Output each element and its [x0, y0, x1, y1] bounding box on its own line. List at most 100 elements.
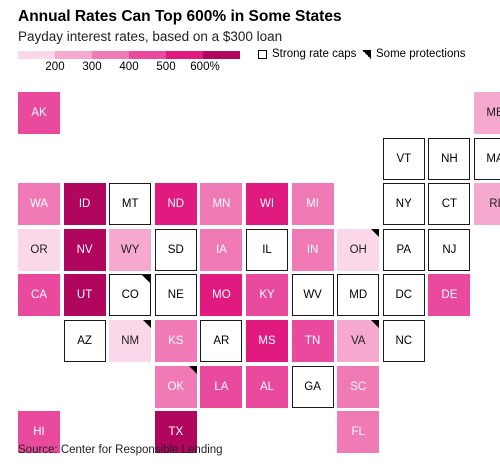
chart-title: Annual Rates Can Top 600% in Some States — [18, 8, 342, 25]
state-label: MN — [212, 198, 231, 211]
scale-swatch-2 — [55, 51, 92, 59]
state-label: TX — [168, 426, 184, 439]
state-tile-dc: DC — [382, 274, 425, 317]
color-scale-bar — [18, 51, 240, 59]
state-label: MS — [258, 335, 276, 347]
state-tile-ny: NY — [382, 183, 425, 226]
state-label: SD — [167, 243, 184, 256]
scale-tick-label: 300 — [82, 61, 102, 73]
state-label: NC — [395, 335, 413, 347]
state-tile-in: IN — [291, 228, 334, 271]
state-label: MT — [121, 198, 139, 211]
state-tile-ks: KS — [154, 320, 197, 362]
state-tile-ri: RI — [474, 183, 500, 226]
state-tile-ga: GA — [291, 365, 334, 408]
scale-swatch-4 — [129, 51, 166, 59]
state-label: NJ — [442, 243, 457, 256]
state-tile-ky: KY — [246, 274, 288, 317]
state-label: WA — [29, 198, 49, 211]
protections-marker — [188, 365, 197, 374]
protections-marker — [142, 275, 151, 284]
state-tile-wy: WY — [109, 228, 152, 271]
state-label: CO — [121, 289, 139, 302]
state-tile-az: AZ — [63, 320, 106, 362]
state-label: SC — [350, 380, 367, 393]
state-tile-wi: WI — [246, 183, 288, 226]
state-label: NV — [76, 243, 93, 256]
scale-tick-label: 200 — [45, 61, 65, 73]
legend-caps-label: Strong rate caps — [272, 48, 357, 60]
state-tile-fl: FL — [337, 411, 380, 454]
state-tile-sd: SD — [154, 228, 197, 271]
state-label: CA — [31, 289, 47, 302]
state-label: OR — [30, 243, 48, 256]
state-label: AK — [31, 107, 47, 119]
state-label: DC — [395, 289, 413, 302]
state-label: ID — [78, 198, 91, 211]
state-label: KS — [168, 335, 184, 347]
state-label: RI — [489, 198, 500, 211]
state-tile-ak: AK — [18, 92, 60, 134]
state-tile-mt: MT — [109, 183, 152, 226]
state-tile-id: ID — [63, 183, 106, 226]
state-tile-md: MD — [337, 274, 380, 317]
state-tile-or: OR — [18, 228, 60, 271]
state-tile-ne: NE — [154, 274, 197, 317]
state-tile-va: VA — [337, 320, 380, 362]
state-label: FL — [351, 426, 365, 439]
state-tile-nc: NC — [382, 320, 425, 362]
state-label: MO — [212, 289, 231, 302]
state-label: WI — [259, 198, 275, 211]
state-label: IA — [215, 243, 227, 256]
state-label: TN — [304, 335, 321, 347]
scale-tick-label: 600% — [190, 61, 220, 73]
state-tile-wv: WV — [291, 274, 334, 317]
state-label: MI — [306, 198, 319, 211]
state-tile-mi: MI — [291, 183, 334, 226]
scale-swatch-5 — [166, 51, 203, 59]
state-tile-mn: MN — [200, 183, 243, 226]
legend-protections-swatch — [362, 49, 371, 59]
state-label: NE — [167, 289, 184, 302]
state-label: LA — [214, 380, 229, 393]
state-tile-ma: MA — [474, 137, 500, 180]
state-tile-oh: OH — [337, 228, 380, 271]
state-label: UT — [76, 289, 93, 302]
state-label: NY — [395, 198, 412, 211]
state-tile-vt: VT — [382, 137, 425, 180]
state-label: ND — [167, 198, 185, 211]
state-tile-ok: OK — [154, 365, 197, 408]
state-tile-ia: IA — [200, 228, 243, 271]
legend-caps-swatch — [258, 49, 267, 59]
state-tile-la: LA — [200, 365, 243, 408]
state-tile-mo: MO — [200, 274, 243, 317]
scale-tick-label: 400 — [119, 61, 139, 73]
color-scale-labels: 200 300 400 500 600% — [18, 61, 240, 75]
state-tile-de: DE — [428, 274, 471, 317]
state-tile-nj: NJ — [428, 228, 471, 271]
state-tile-ca: CA — [18, 274, 60, 317]
state-label: AL — [259, 380, 275, 393]
state-tile-al: AL — [246, 365, 288, 408]
state-label: AZ — [77, 335, 92, 347]
state-tile-pa: PA — [382, 228, 425, 271]
protections-marker — [371, 320, 380, 328]
state-label: WV — [303, 289, 322, 302]
state-label: ME — [486, 107, 500, 119]
state-tile-nm: NM — [109, 320, 152, 362]
scale-swatch-6 — [203, 51, 240, 59]
state-tile-wa: WA — [18, 183, 60, 226]
chart-subtitle: Payday interest rates, based on a $300 l… — [18, 29, 283, 44]
state-tile-il: IL — [246, 228, 288, 271]
state-tile-me: ME — [474, 92, 500, 134]
state-label: CT — [441, 198, 458, 211]
source-note: Source: Center for Responsible Lending — [18, 444, 223, 456]
state-label: VT — [396, 152, 412, 165]
state-label: IN — [306, 243, 319, 256]
state-label: VA — [350, 335, 366, 347]
protections-marker — [143, 320, 152, 328]
state-tile-ms: MS — [246, 320, 288, 362]
state-label: DE — [441, 289, 458, 302]
legend-protections-label: Some protections — [376, 48, 466, 60]
